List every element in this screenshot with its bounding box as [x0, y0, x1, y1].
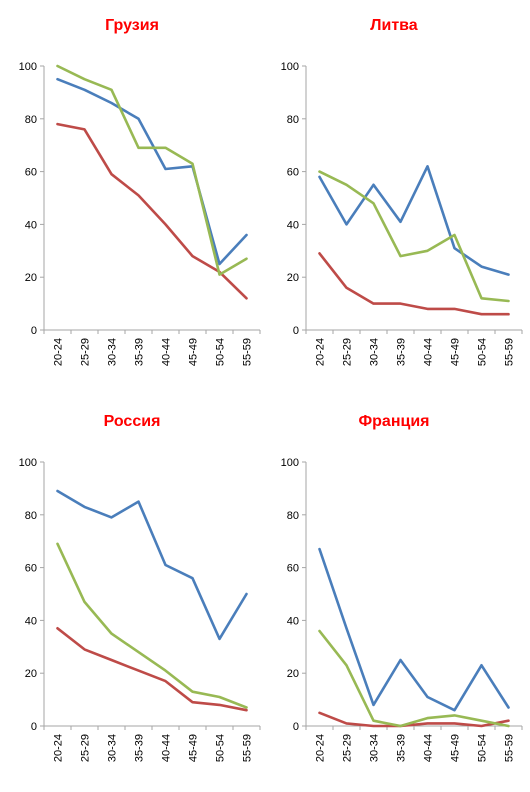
series-line-3 — [318, 629, 510, 728]
y-tick-label: 20 — [287, 668, 299, 680]
series-line-3 — [56, 64, 248, 276]
x-tick-label: 30-34 — [107, 734, 119, 762]
y-tick-label: 20 — [25, 668, 37, 680]
x-tick-label: 55-59 — [242, 338, 254, 366]
x-tick-label: 45-49 — [188, 734, 200, 762]
series-line-3 — [318, 170, 510, 303]
y-tick-label: 40 — [25, 615, 37, 627]
chart-title: Франция — [359, 413, 430, 430]
chart-panel-1: Грузия 0 20 40 60 80 100 20-24 25-29 30-34 35-39 40… — [0, 0, 265, 396]
x-tick-label: 30-34 — [369, 734, 381, 762]
x-tick-label: 35-39 — [396, 734, 408, 762]
x-tick-label: 35-39 — [134, 734, 146, 762]
x-tick-label: 40-44 — [161, 338, 173, 366]
line-chart-svg: Литва 0 20 40 60 80 100 20-24 25-29 30-34 35-39 40-… — [281, 17, 523, 366]
y-tick-label: 40 — [25, 219, 37, 231]
series-line-2 — [318, 252, 510, 316]
y-tick-label: 60 — [25, 167, 37, 179]
x-tick-label: 25-29 — [342, 338, 354, 366]
x-tick-label: 50-54 — [477, 734, 489, 762]
y-tick-label: 80 — [287, 510, 299, 522]
series-line-2 — [56, 122, 248, 300]
series-line-2 — [56, 627, 248, 712]
series-line-2 — [318, 711, 510, 728]
series-line-1 — [318, 547, 510, 712]
x-tick-label: 30-34 — [369, 338, 381, 366]
chart-title: Литва — [370, 17, 418, 34]
x-tick-label: 25-29 — [80, 338, 92, 366]
x-tick-label: 55-59 — [504, 734, 516, 762]
y-tick-label: 20 — [287, 272, 299, 284]
line-chart-svg: Грузия 0 20 40 60 80 100 20-24 25-29 30-34 35-39 40… — [19, 17, 261, 366]
y-tick-label: 100 — [281, 457, 299, 469]
y-tick-label: 80 — [25, 114, 37, 126]
series-line-1 — [56, 489, 248, 641]
x-tick-label: 45-49 — [450, 734, 462, 762]
y-tick-label: 60 — [287, 167, 299, 179]
x-tick-label: 40-44 — [423, 338, 435, 366]
x-tick-label: 55-59 — [242, 734, 254, 762]
y-tick-label: 100 — [19, 61, 37, 73]
x-tick-label: 50-54 — [215, 338, 227, 366]
x-tick-label: 35-39 — [396, 338, 408, 366]
series-line-1 — [56, 77, 248, 266]
x-tick-label: 20-24 — [53, 338, 65, 366]
y-tick-label: 80 — [25, 510, 37, 522]
y-tick-label: 0 — [293, 325, 299, 337]
chart-panel-4: Франция 0 20 40 60 80 100 20-24 25-29 30-34 35-39 4… — [262, 396, 527, 792]
x-tick-label: 50-54 — [477, 338, 489, 366]
y-tick-label: 60 — [25, 563, 37, 575]
y-tick-label: 80 — [287, 114, 299, 126]
x-tick-label: 45-49 — [188, 338, 200, 366]
x-tick-label: 40-44 — [161, 734, 173, 762]
x-tick-label: 20-24 — [315, 338, 327, 366]
x-tick-label: 20-24 — [53, 734, 65, 762]
y-tick-label: 0 — [293, 721, 299, 733]
x-tick-label: 40-44 — [423, 734, 435, 762]
x-tick-label: 25-29 — [80, 734, 92, 762]
series-line-3 — [56, 542, 248, 709]
y-tick-label: 0 — [31, 325, 37, 337]
x-tick-label: 30-34 — [107, 338, 119, 366]
x-tick-label: 35-39 — [134, 338, 146, 366]
y-tick-label: 60 — [287, 563, 299, 575]
x-tick-label: 45-49 — [450, 338, 462, 366]
line-chart-svg: Россия 0 20 40 60 80 100 20-24 25-29 30-34 35-39 40… — [19, 413, 261, 762]
y-tick-label: 40 — [287, 615, 299, 627]
y-tick-label: 20 — [25, 272, 37, 284]
y-tick-label: 100 — [19, 457, 37, 469]
y-tick-label: 100 — [281, 61, 299, 73]
series-line-1 — [318, 165, 510, 276]
x-tick-label: 20-24 — [315, 734, 327, 762]
line-chart-svg: Франция 0 20 40 60 80 100 20-24 25-29 30-34 35-39 4… — [281, 413, 523, 762]
x-tick-label: 50-54 — [215, 734, 227, 762]
y-tick-label: 40 — [287, 219, 299, 231]
x-tick-label: 25-29 — [342, 734, 354, 762]
chart-panel-3: Россия 0 20 40 60 80 100 20-24 25-29 30-34 35-39 40… — [0, 396, 265, 792]
y-tick-label: 0 — [31, 721, 37, 733]
x-tick-label: 55-59 — [504, 338, 516, 366]
chart-panel-2: Литва 0 20 40 60 80 100 20-24 25-29 30-34 35-39 40-… — [262, 0, 527, 396]
chart-title: Грузия — [105, 17, 159, 34]
chart-title: Россия — [104, 413, 161, 430]
